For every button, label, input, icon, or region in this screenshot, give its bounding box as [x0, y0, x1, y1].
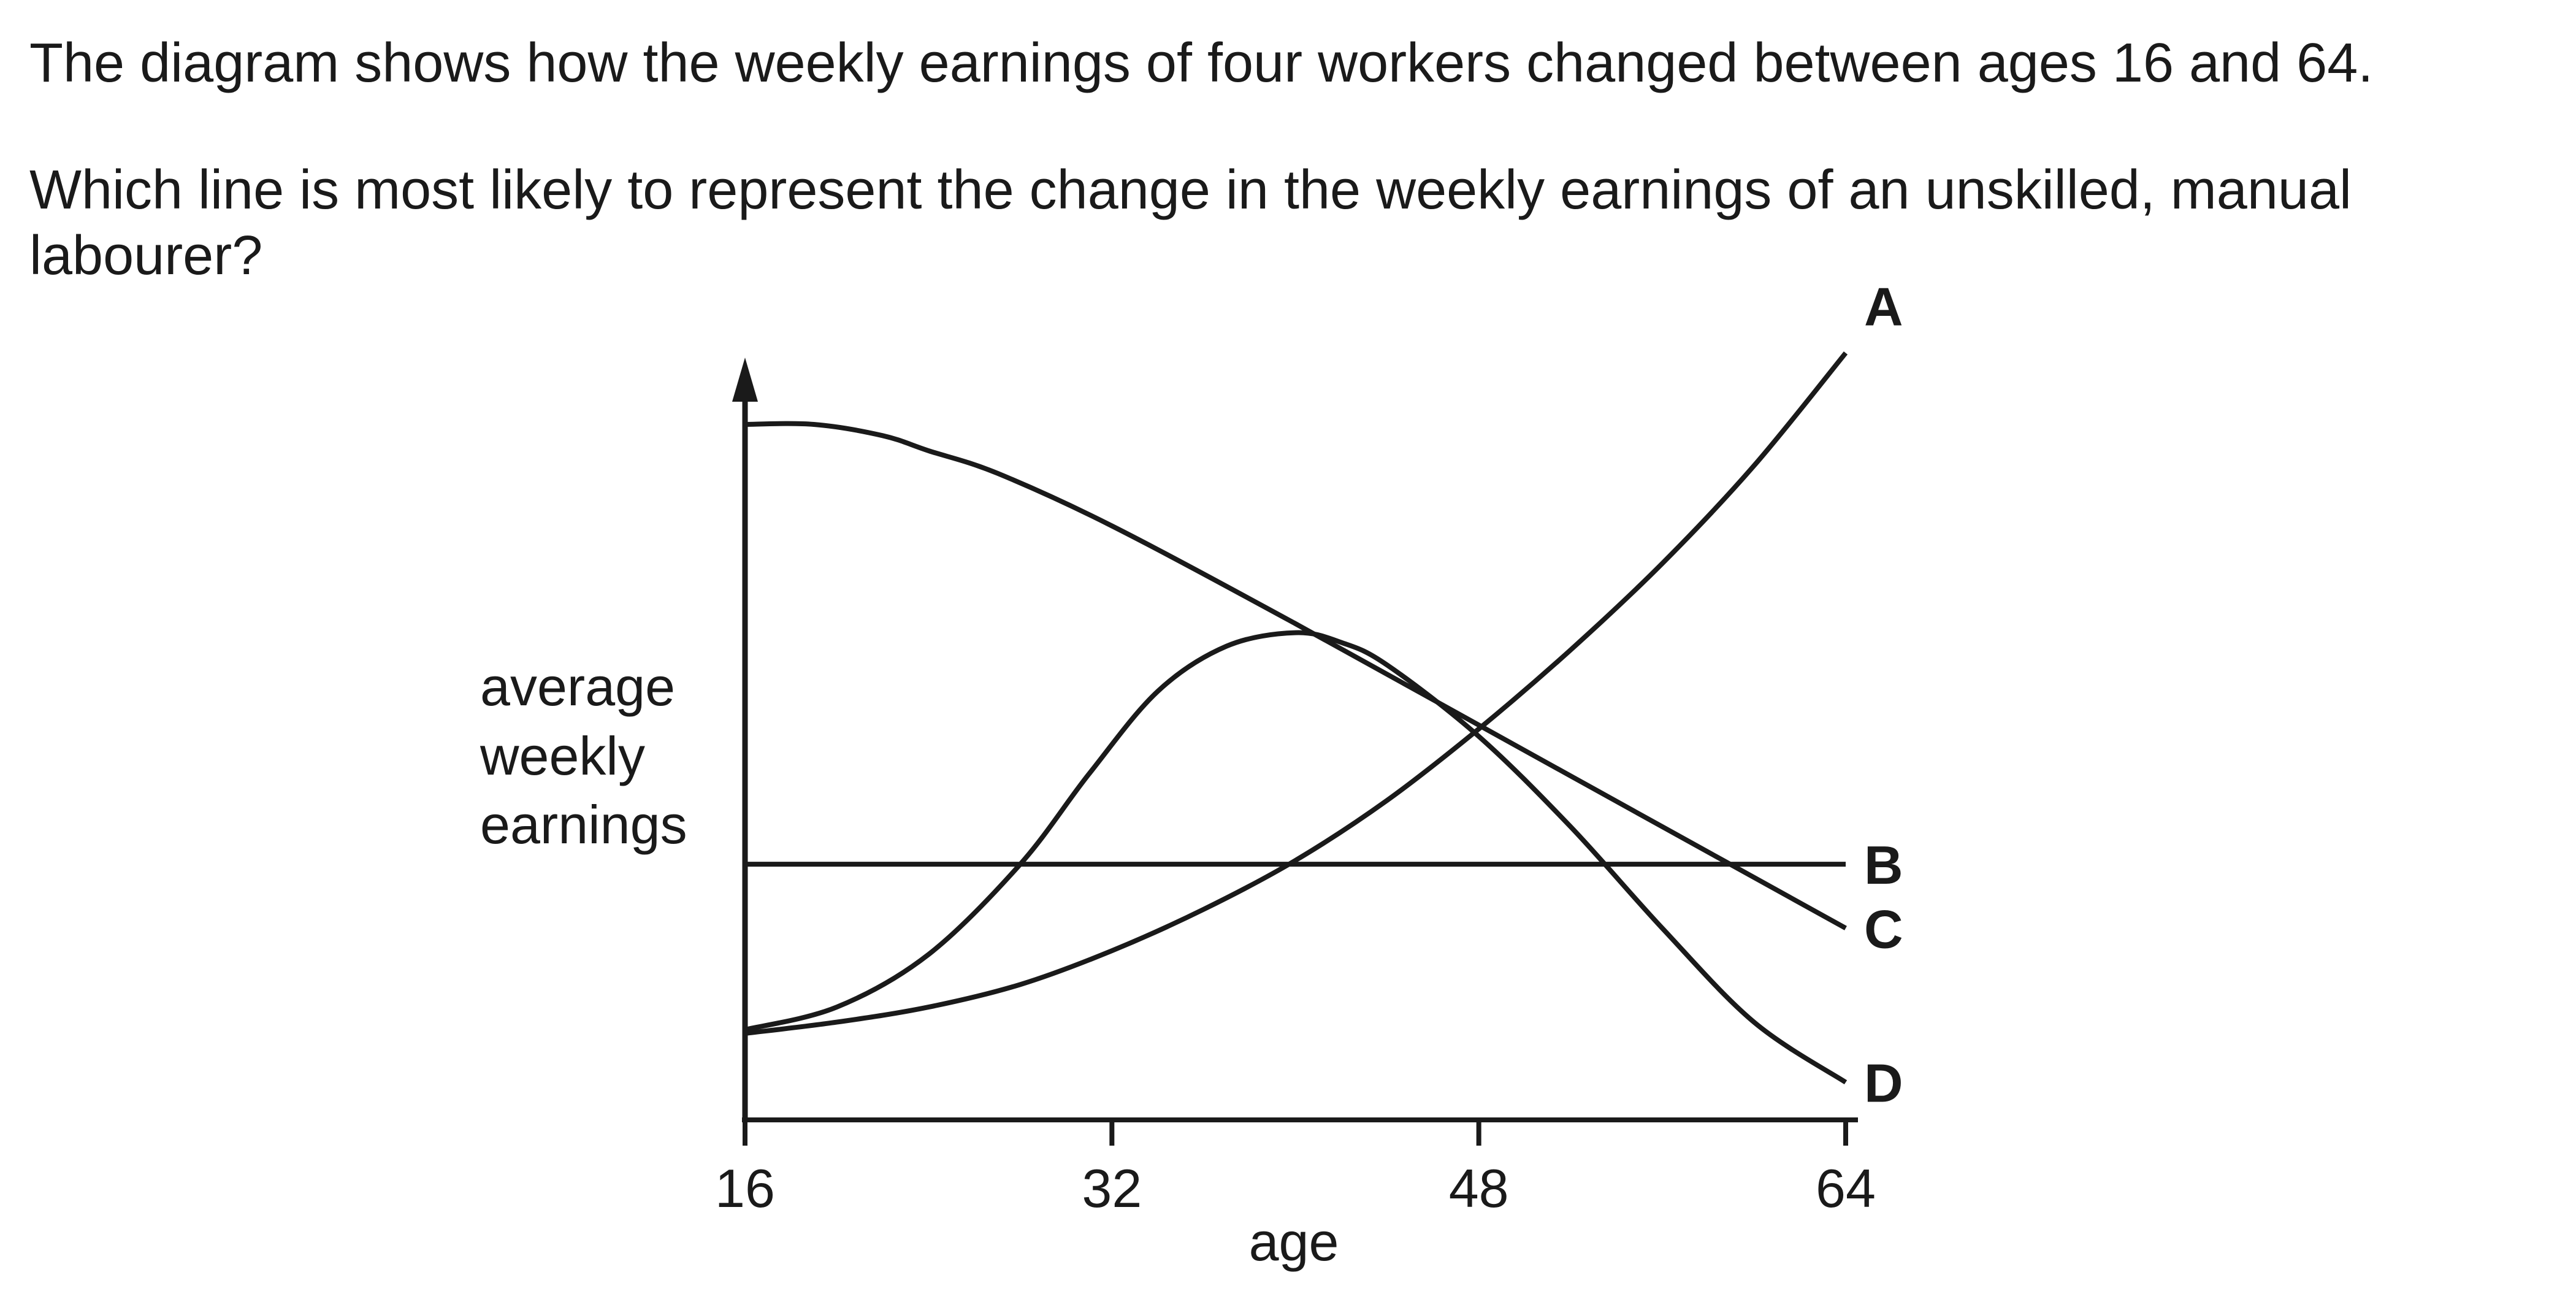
y-axis-label-line: earnings — [480, 794, 687, 855]
x-ticks: 16 32 48 64 — [715, 1117, 1876, 1219]
y-axis-arrowhead — [732, 358, 758, 402]
x-tick-label: 48 — [1449, 1158, 1509, 1219]
series-label-d: D — [1864, 1053, 1903, 1114]
x-tick-label: 16 — [715, 1158, 775, 1219]
series-line-a — [744, 351, 1848, 1036]
series-label-b: B — [1864, 835, 1903, 895]
series-label-c: C — [1864, 898, 1903, 959]
y-axis-label-line: weekly — [480, 726, 645, 786]
x-tick-label: 64 — [1816, 1158, 1876, 1219]
question-text: The diagram shows how the weekly earning… — [29, 31, 2507, 289]
series-line-c — [744, 421, 1847, 930]
series-lines — [744, 351, 1848, 1085]
series-line-d — [744, 630, 1848, 1085]
series-label-a: A — [1864, 276, 1903, 337]
y-axis-label: average weekly earnings — [480, 656, 690, 855]
question-stem: The diagram shows how the weekly earning… — [29, 33, 2374, 94]
y-axis-label-line: average — [480, 656, 675, 717]
x-axis-label: age — [1249, 1211, 1339, 1272]
question-prompt: Which line is most likely to represent t… — [29, 159, 2352, 286]
series-labels: A BC D — [1864, 276, 1903, 1113]
x-tick-label: 32 — [1082, 1158, 1142, 1219]
